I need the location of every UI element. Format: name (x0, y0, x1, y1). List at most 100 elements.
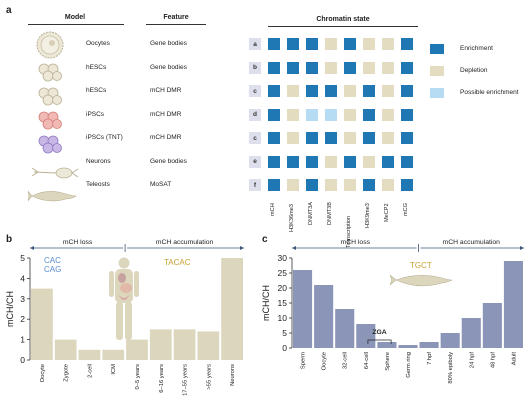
chromatin-cell (382, 179, 394, 191)
chromatin-cell (363, 61, 375, 74)
chromatin-cell (306, 179, 318, 191)
hesc-cluster-icon-1 (38, 63, 62, 82)
chromatin-cell (363, 108, 375, 121)
row-letter-label: c (249, 132, 261, 144)
mch-loss-label: mCH loss (63, 239, 93, 246)
chromatin-cell (382, 85, 394, 97)
bar (78, 349, 101, 360)
model-label: iPSCs (TNT) (86, 134, 123, 141)
chromatin-cell (363, 155, 375, 168)
legend-swatch (430, 66, 444, 76)
feature-label: mCH DMR (150, 87, 182, 94)
chromatin-cell (287, 179, 299, 191)
chromatin-cell (382, 155, 394, 168)
x-tick-label: 32-cell (343, 352, 349, 369)
chromatin-cell (325, 61, 337, 74)
chromatin-cell (401, 61, 413, 74)
bar (54, 339, 77, 360)
y-axis-label: mCH/CH (5, 291, 15, 327)
panel-c-letter: c (262, 234, 268, 245)
bar (377, 342, 397, 348)
y-tick-label: 10 (278, 313, 288, 323)
chromatin-cell (325, 179, 337, 191)
hesc-cluster-icon-2 (38, 87, 62, 106)
x-tick-label: Germ ring (406, 352, 412, 378)
row-letter-label: f (249, 179, 261, 191)
bar (356, 324, 376, 348)
zebrafish-icon (395, 275, 453, 287)
chromatin-cell (287, 61, 299, 74)
feature-label: Gene bodies (150, 157, 187, 165)
feature-label: mCH DMR (150, 110, 182, 118)
bar (293, 270, 313, 348)
x-tick-label: 24 hpf (469, 352, 475, 369)
chromatin-cell (401, 38, 413, 50)
motif-tacac: TACAC (164, 258, 191, 267)
model-label: iPSCs (86, 110, 105, 118)
chromatin-cell (287, 108, 299, 121)
legend-label: Possible enrichment (460, 89, 519, 96)
chromatin-cell (287, 38, 299, 50)
chromatin-cell (287, 132, 299, 144)
chromatin-column-label: mCH (270, 202, 276, 216)
x-tick-label: Sperm (301, 352, 307, 369)
chromatin-cell (306, 108, 318, 121)
bar (149, 329, 172, 360)
chromatin-cell (306, 85, 318, 97)
model-icons (28, 31, 79, 202)
bar (440, 333, 460, 348)
row-letter-label: c (249, 85, 261, 97)
x-tick-label: 7 hpf (427, 352, 433, 365)
chromatin-cell (287, 155, 299, 168)
chromatin-cell (382, 108, 394, 121)
legend-swatch (430, 44, 444, 54)
zga-bracket (367, 339, 392, 344)
chromatin-cell (306, 38, 318, 50)
x-tick-label: Zygote (64, 364, 70, 382)
y-tick-label: 5 (20, 253, 25, 263)
mch-accumulation-label: mCH accumulation (156, 239, 214, 246)
row-letter-label: b (249, 61, 261, 74)
chromatin-cell (344, 179, 356, 191)
model-label: Oocytes (86, 40, 110, 47)
legend-swatch (430, 88, 444, 98)
y-tick-label: 1 (20, 335, 25, 345)
zga-label: ZGA (372, 329, 386, 336)
model-header: Model (64, 14, 86, 21)
chromatin-cell (344, 155, 356, 168)
chromatin-cell (325, 108, 337, 121)
panel-b-letter: b (6, 234, 13, 245)
feature-label: Gene bodies (150, 40, 187, 47)
chromatin-cell (325, 132, 337, 144)
chromatin-cell (287, 85, 299, 97)
bar (461, 318, 481, 348)
chromatin-cell (268, 155, 280, 168)
mch-accumulation-label: mCH accumulation (443, 239, 501, 246)
y-tick-label: 0 (282, 343, 287, 353)
motif-tgct: TGCT (410, 261, 432, 270)
x-tick-label: >55 years (206, 364, 212, 390)
chromatin-cell (344, 61, 356, 74)
chromatin-cell (268, 179, 280, 191)
x-tick-label: 0–5 years (135, 364, 141, 390)
chromatin-cell (268, 61, 280, 74)
y-tick-label: 15 (278, 298, 288, 308)
model-label: hESCs (86, 63, 107, 71)
chromatin-cell (325, 85, 337, 97)
x-tick-label: 80% epiboly (448, 352, 454, 384)
y-tick-label: 5 (282, 328, 287, 338)
chromatin-column-label: H3K36me3 (289, 203, 295, 232)
chromatin-cell (401, 179, 413, 191)
row-letter-label: e (249, 155, 261, 168)
bar (314, 285, 334, 348)
model-header-rule (28, 24, 124, 25)
x-tick-label: Adult (511, 352, 517, 366)
motif-cag: CAG (44, 265, 61, 274)
panel-b-chart: 0 1 2 3 4 5 mCH/CH Oocyte Zygote 2-cell ICM 0–5 yea… (5, 239, 244, 396)
chromatin-cell (268, 85, 280, 97)
feature-header-rule (146, 24, 206, 25)
feature-label: Gene bodies (150, 63, 187, 71)
chromatin-cell (401, 155, 413, 168)
chromatin-header-rule (268, 26, 418, 27)
chromatin-cell (344, 38, 356, 50)
